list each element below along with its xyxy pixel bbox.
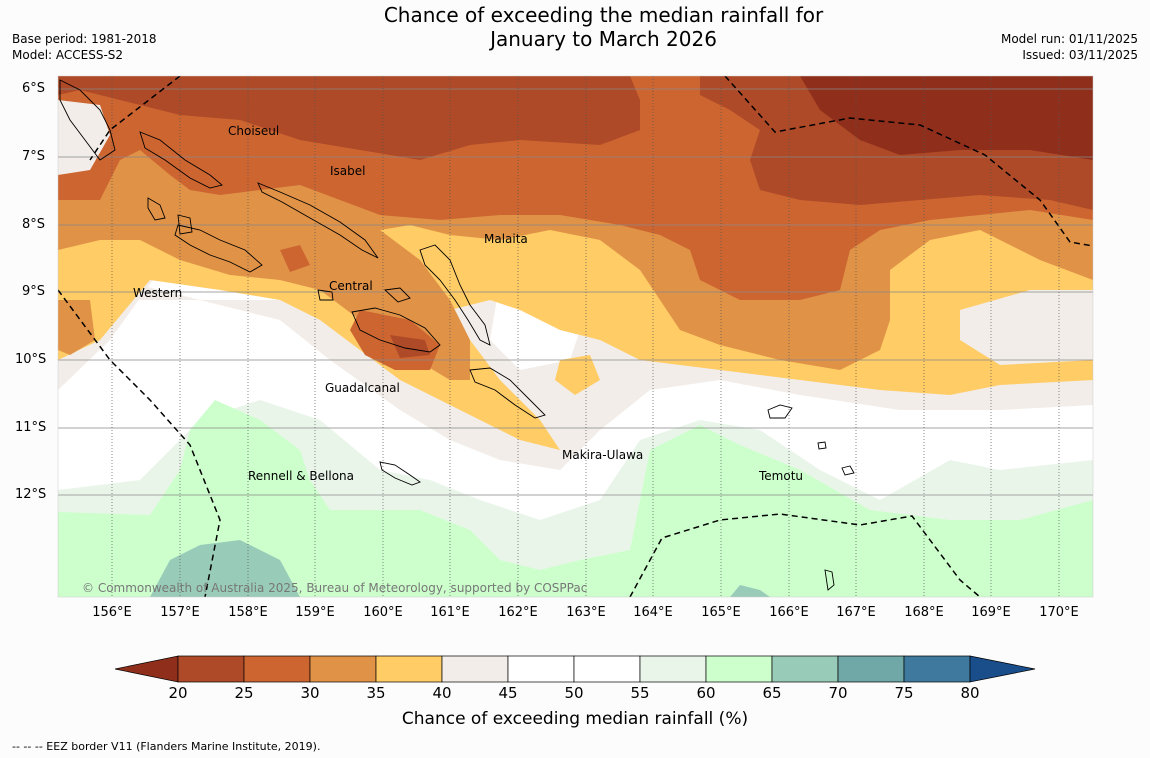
label-temotu: Temotu <box>758 469 803 483</box>
colorbar-bin-50-55 <box>573 655 641 683</box>
label-central: Central <box>329 279 373 293</box>
cb-tick-75: 75 <box>894 684 914 702</box>
cb-tick-45: 45 <box>498 684 518 702</box>
cb-tick-35: 35 <box>366 684 386 702</box>
colorbar <box>114 655 1036 683</box>
lon-label-167e: 167°E <box>836 605 876 620</box>
island-anuta <box>824 569 835 591</box>
island-vanikoro <box>817 441 827 450</box>
eez-border <box>58 76 1093 597</box>
island-malaita <box>419 244 491 346</box>
cb-tick-50: 50 <box>564 684 584 702</box>
copyright-text: © Commonwealth of Australia 2025, Bureau… <box>82 581 587 595</box>
cb-tick-30: 30 <box>300 684 320 702</box>
label-malaita: Malaita <box>484 232 528 246</box>
label-choiseul: Choiseul <box>228 124 279 138</box>
province-labels: Choiseul Isabel Malaita Western Central … <box>133 124 803 483</box>
lon-label-163e: 163°E <box>566 605 606 620</box>
island-vella <box>147 197 166 221</box>
model-name: Model: ACCESS-S2 <box>12 48 124 62</box>
map-frame <box>57 75 1094 598</box>
lon-label-165e: 165°E <box>701 605 741 620</box>
island-newgeorgia <box>174 224 263 273</box>
label-isabel: Isabel <box>330 164 365 178</box>
cb-tick-55: 55 <box>630 684 650 702</box>
island-tikopia <box>841 465 855 476</box>
island-choiseul <box>139 131 223 189</box>
lon-label-157e: 157°E <box>160 605 200 620</box>
coastlines <box>59 79 855 591</box>
title-line-2: January to March 2026 <box>490 27 717 51</box>
lat-label-11s: 11°S <box>15 420 47 435</box>
colorbar-over-arrow <box>969 655 1036 683</box>
cb-tick-40: 40 <box>432 684 452 702</box>
island-guadalcanal <box>351 307 441 353</box>
label-rennell-bellona: Rennell & Bellona <box>248 469 354 483</box>
cb-tick-20: 20 <box>168 684 188 702</box>
lon-label-159e: 159°E <box>295 605 335 620</box>
lon-label-160e: 160°E <box>363 605 403 620</box>
model-run: Model run: 01/11/2025 <box>1000 32 1138 46</box>
cb-tick-60: 60 <box>696 684 716 702</box>
lat-label-7s: 7°S <box>22 149 46 164</box>
colorbar-title: Chance of exceeding median rainfall (%) <box>401 709 749 729</box>
lat-grid <box>58 88 1093 496</box>
lon-label-164e: 164°E <box>633 605 673 620</box>
colorbar-bin-40-45 <box>441 655 509 683</box>
lon-label-169e: 169°E <box>971 605 1011 620</box>
lat-label-10s: 10°S <box>15 352 47 367</box>
meta-left: Base period: 1981-2018 Model: ACCESS-S2 <box>12 31 157 63</box>
island-isabel <box>257 182 379 259</box>
meta-right: Model run: 01/11/2025 Issued: 03/11/2025 <box>1001 31 1138 63</box>
label-guadalcanal: Guadalcanal <box>325 381 400 395</box>
colorbar-under-arrow <box>114 655 179 683</box>
colorbar-bin-25-30 <box>243 655 311 683</box>
map-area: Choiseul Isabel Malaita Western Central … <box>58 76 1093 597</box>
cb-tick-65: 65 <box>762 684 782 702</box>
island-makira <box>469 367 546 419</box>
lon-label-170e: 170°E <box>1039 605 1079 620</box>
label-makira-ulawa: Makira-Ulawa <box>562 448 643 462</box>
cb-tick-25: 25 <box>234 684 254 702</box>
lon-label-156e: 156°E <box>92 605 132 620</box>
colorbar-bin-75-80 <box>903 655 971 683</box>
lat-label-12s: 12°S <box>15 487 47 502</box>
label-western: Western <box>133 286 182 300</box>
lon-label-166e: 166°E <box>769 605 809 620</box>
lon-label-162e: 162°E <box>498 605 538 620</box>
base-period: Base period: 1981-2018 <box>12 32 157 46</box>
island-florida <box>383 287 411 303</box>
lon-label-161e: 161°E <box>430 605 470 620</box>
title-line-1: Chance of exceeding the median rainfall … <box>383 3 824 27</box>
lat-label-9s: 9°S <box>22 284 46 299</box>
issued-date: Issued: 03/11/2025 <box>1022 48 1138 62</box>
eez-footnote: -- -- -- EEZ border V11 (Flanders Marine… <box>12 740 321 753</box>
island-kolombangara <box>177 214 193 235</box>
colorbar-bin-20-25 <box>177 655 245 683</box>
lon-label-168e: 168°E <box>904 605 944 620</box>
colorbar-bin-35-40 <box>375 655 443 683</box>
colorbar-bin-65-70 <box>771 655 839 683</box>
island-rennell <box>379 461 421 486</box>
colorbar-bin-45-50 <box>507 655 575 683</box>
lat-label-8s: 8°S <box>22 217 46 232</box>
colorbar-bin-70-75 <box>837 655 905 683</box>
lon-label-158e: 158°E <box>228 605 268 620</box>
cb-tick-80: 80 <box>960 684 980 702</box>
island-russell <box>317 289 334 301</box>
colorbar-bin-55-60 <box>639 655 707 683</box>
lat-label-6s: 6°S <box>22 81 46 96</box>
colorbar-bin-30-35 <box>309 655 377 683</box>
colorbar-bin-60-65 <box>705 655 773 683</box>
island-bougainville <box>59 79 116 161</box>
map-title: Chance of exceeding the median rainfall … <box>0 3 1150 51</box>
cb-tick-70: 70 <box>828 684 848 702</box>
island-ndeni <box>767 404 793 419</box>
